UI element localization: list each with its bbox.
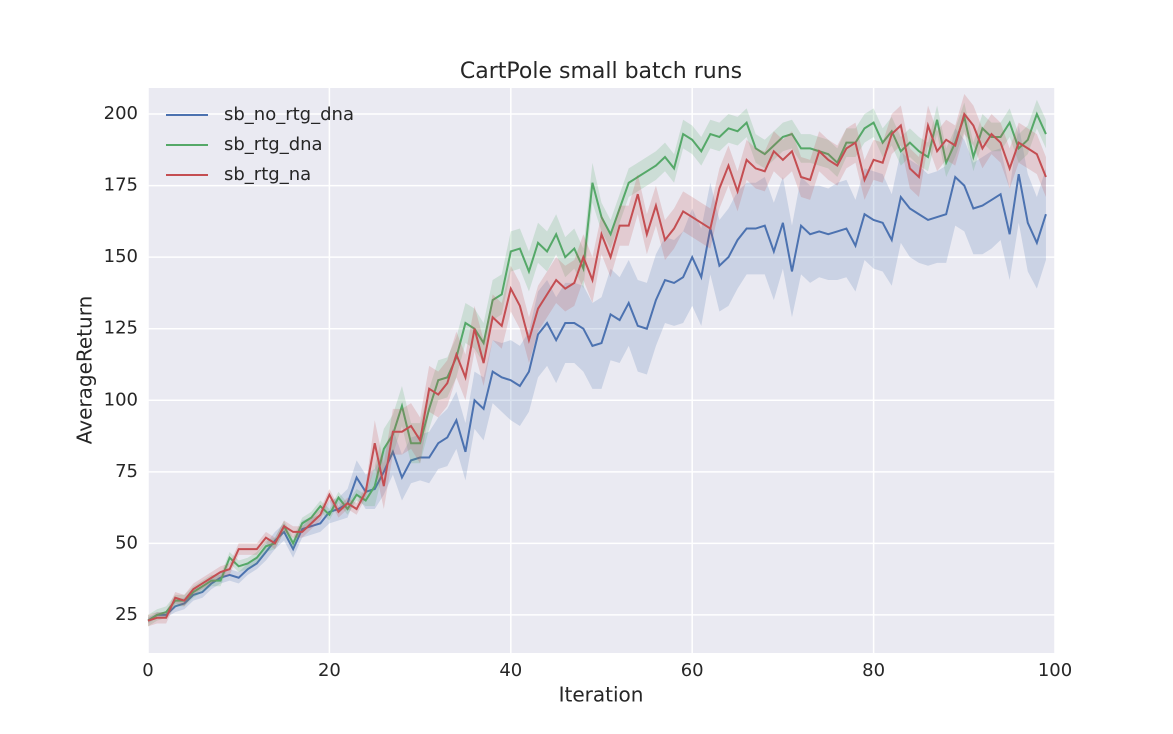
plot-area [148,88,1055,653]
legend-label: sb_rtg_na [224,164,311,185]
y-tick-label: 100 [104,389,138,410]
series-line [147,111,1047,622]
error-band [148,94,1046,627]
x-tick-label: 80 [862,660,885,681]
x-tick-label: 20 [318,660,341,681]
y-axis-label: AverageReturn [73,296,97,445]
y-tick-label: 50 [115,532,138,553]
x-axis-label: Iteration [559,683,644,707]
y-tick-label: 175 [104,175,138,196]
y-tick-label: 125 [104,318,138,339]
x-tick-label: 60 [681,660,704,681]
legend-label: sb_no_rtg_dna [224,104,354,125]
legend-label: sb_rtg_dna [224,134,323,155]
y-tick-label: 200 [104,103,138,124]
series-line [147,173,1047,622]
x-tick-label: 40 [499,660,522,681]
error-band [148,125,1046,624]
x-tick-label: 0 [142,660,153,681]
y-tick-label: 150 [104,246,138,267]
series-line [147,111,1047,622]
error-band [148,99,1046,627]
chart-title: CartPole small batch runs [460,59,742,84]
y-tick-label: 75 [115,461,138,482]
x-tick-label: 100 [1038,660,1072,681]
y-tick-label: 25 [115,604,138,625]
